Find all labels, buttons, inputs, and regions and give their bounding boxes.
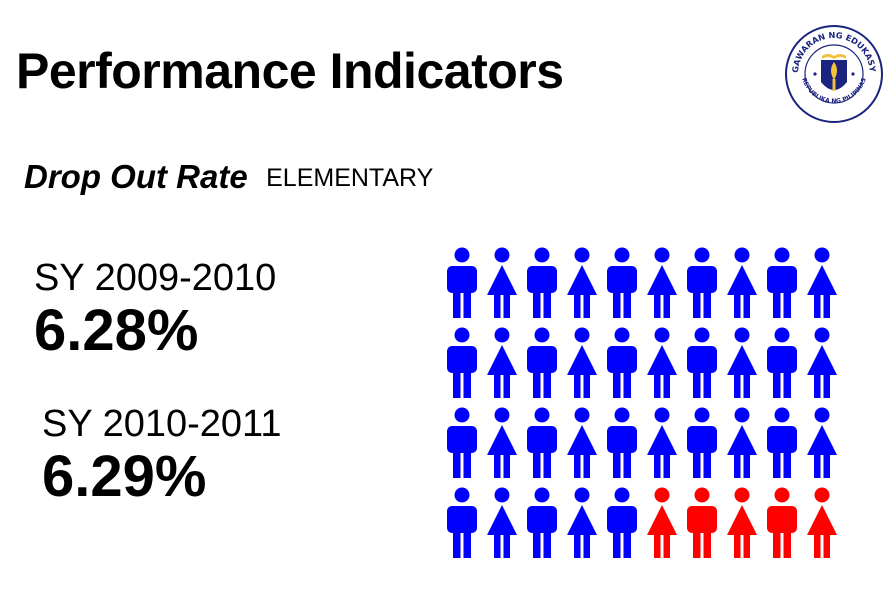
stat-block-2: SY 2010-2011 6.29% [42,402,281,508]
seal-star-left [813,72,817,76]
male-person-icon [687,487,717,558]
female-person-icon [647,407,677,478]
subtitle-row: Drop Out Rate ELEMENTARY [24,158,433,196]
stat-value: 6.28% [34,298,199,363]
stat-value: 6.29% [42,444,207,509]
female-person-icon [647,327,677,398]
female-person-icon [807,487,837,558]
female-person-icon [807,407,837,478]
deped-seal-logo: KAGAWARAN NG EDUKASYON REPUBLIKA NG PILI… [784,24,883,123]
seal-star-right [851,72,855,76]
female-person-icon [487,407,517,478]
female-person-icon [727,247,757,318]
male-person-icon [527,327,557,398]
female-person-icon [567,407,597,478]
seal-book-icon [822,54,846,59]
female-person-icon [727,327,757,398]
male-person-icon [687,247,717,318]
female-person-icon [727,487,757,558]
female-person-icon [487,487,517,558]
subtitle-level: ELEMENTARY [266,164,434,192]
male-person-icon [607,487,637,558]
male-person-icon [767,327,797,398]
stat-block-1: SY 2009-2010 6.28% [34,256,276,362]
male-person-icon [607,327,637,398]
people-pictogram-grid [447,247,837,558]
male-person-icon [447,247,477,318]
seal-torch-handle [832,79,836,91]
female-person-icon [807,327,837,398]
male-person-icon [527,407,557,478]
female-person-icon [727,407,757,478]
female-person-icon [647,247,677,318]
male-person-icon [687,327,717,398]
subtitle-main: Drop Out Rate [24,158,248,195]
female-person-icon [567,487,597,558]
male-person-icon [447,327,477,398]
male-person-icon [447,487,477,558]
male-person-icon [767,407,797,478]
female-person-icon [487,327,517,398]
seal-flame-icon [831,62,837,80]
female-person-icon [567,327,597,398]
male-person-icon [527,247,557,318]
male-person-icon [687,407,717,478]
female-person-icon [567,247,597,318]
stat-label: SY 2010-2011 [42,403,282,445]
female-person-icon [487,247,517,318]
female-person-icon [807,247,837,318]
male-person-icon [607,407,637,478]
page-title: Performance Indicators [16,43,564,99]
male-person-icon [767,487,797,558]
female-person-icon [647,487,677,558]
stat-label: SY 2009-2010 [34,257,277,299]
male-person-icon [527,487,557,558]
male-person-icon [767,247,797,318]
male-person-icon [447,407,477,478]
male-person-icon [607,247,637,318]
